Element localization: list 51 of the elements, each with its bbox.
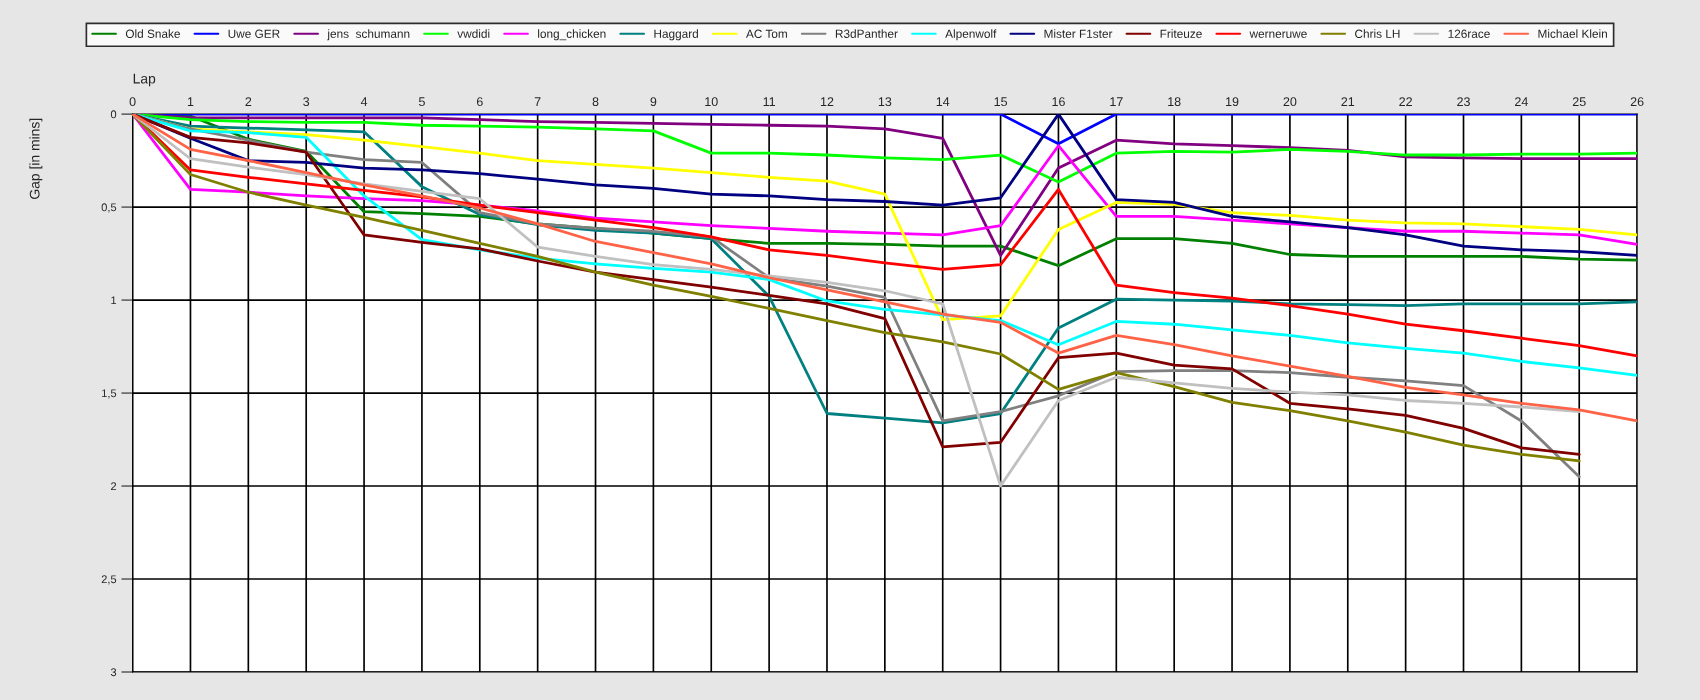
x-tick-label: 13 xyxy=(878,97,892,107)
legend-label: Haggard xyxy=(654,29,698,41)
x-tick-label: 15 xyxy=(994,97,1008,107)
y-tick-label: 3 xyxy=(110,668,117,677)
y-tick-label: 1,5 xyxy=(102,389,117,399)
x-tick-label: 24 xyxy=(1515,97,1528,106)
x-axis-title: Lap xyxy=(133,73,156,87)
y-axis-title: Gap [in mins] xyxy=(29,118,43,199)
legend-label: vwdidi xyxy=(457,29,490,38)
x-tick-label: 18 xyxy=(1168,97,1181,107)
legend-label: R3dPanther xyxy=(835,29,898,38)
legend-label: Friteuze xyxy=(1160,29,1202,38)
legend-label: Michael Klein xyxy=(1538,29,1607,38)
x-tick-label: 2 xyxy=(245,97,252,106)
x-tick-label: 26 xyxy=(1630,97,1644,107)
x-tick-label: 17 xyxy=(1110,97,1123,106)
x-tick-label: 4 xyxy=(360,97,368,106)
x-tick-label: 8 xyxy=(592,97,599,107)
x-tick-label: 14 xyxy=(936,97,950,106)
legend-label: Alpenwolf xyxy=(945,29,997,41)
legend-label: Old Snake xyxy=(125,29,180,38)
legend-label: Mister F1ster xyxy=(1044,29,1113,38)
x-tick-label: 23 xyxy=(1457,97,1470,107)
x-tick-label: 16 xyxy=(1052,97,1065,107)
x-tick-label: 21 xyxy=(1341,97,1355,106)
legend-label: long_chicken xyxy=(538,29,606,41)
x-tick-label: 20 xyxy=(1283,97,1297,107)
legend-label: 126race xyxy=(1448,29,1490,38)
legend-label: werneruwe xyxy=(1249,31,1307,38)
x-tick-label: 12 xyxy=(820,97,834,106)
x-tick-label: 0 xyxy=(129,97,136,107)
x-tick-label: 7 xyxy=(534,97,541,106)
y-tick-label: 0,5 xyxy=(101,203,117,213)
legend-label: AC Tom xyxy=(745,29,787,38)
y-tick-label: 2 xyxy=(111,482,117,491)
x-tick-label: 11 xyxy=(763,97,775,106)
x-tick-label: 25 xyxy=(1572,97,1586,107)
legend-label: jens schumann xyxy=(327,29,410,41)
x-tick-label: 19 xyxy=(1226,97,1239,107)
x-tick-label: 9 xyxy=(650,97,657,107)
x-tick-label: 1 xyxy=(187,97,194,106)
x-tick-label: 3 xyxy=(303,97,310,107)
x-tick-label: 22 xyxy=(1399,97,1412,106)
legend-label: Uwe GER xyxy=(228,29,280,38)
y-tick-label: 0 xyxy=(110,110,117,119)
y-tick-label: 1 xyxy=(111,296,117,305)
y-tick-label: 2,5 xyxy=(101,575,117,585)
x-tick-label: 6 xyxy=(476,97,483,107)
x-tick-label: 10 xyxy=(705,97,718,107)
legend-label: Chris LH xyxy=(1355,29,1400,38)
x-tick-label: 5 xyxy=(418,97,425,107)
